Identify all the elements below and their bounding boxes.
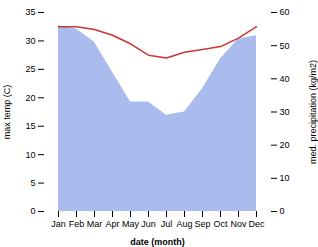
svg-text:max temp (C): max temp (C): [2, 85, 12, 140]
svg-text:Jan: Jan: [51, 219, 66, 229]
svg-text:30: 30: [25, 36, 35, 46]
svg-text:20: 20: [25, 93, 35, 103]
svg-text:0: 0: [30, 206, 35, 216]
svg-text:25: 25: [25, 64, 35, 74]
svg-text:50: 50: [280, 41, 290, 51]
svg-text:Feb: Feb: [69, 219, 85, 229]
svg-text:30: 30: [280, 107, 290, 117]
svg-text:5: 5: [30, 178, 35, 188]
svg-text:40: 40: [280, 74, 290, 84]
svg-text:Mar: Mar: [87, 219, 103, 229]
svg-text:10: 10: [280, 173, 290, 183]
svg-text:20: 20: [280, 140, 290, 150]
svg-text:Jul: Jul: [161, 219, 173, 229]
svg-text:Apr: Apr: [105, 219, 119, 229]
svg-text:0: 0: [280, 206, 285, 216]
svg-text:Nov: Nov: [230, 219, 247, 229]
svg-text:May: May: [122, 219, 140, 229]
svg-text:Dec: Dec: [248, 219, 265, 229]
svg-text:med. precipitation (kg/m2): med. precipitation (kg/m2): [308, 60, 318, 164]
svg-text:Sep: Sep: [194, 219, 210, 229]
svg-text:60: 60: [280, 7, 290, 17]
svg-text:15: 15: [25, 121, 35, 131]
svg-text:35: 35: [25, 7, 35, 17]
svg-text:10: 10: [25, 150, 35, 160]
svg-text:Jun: Jun: [141, 219, 156, 229]
svg-text:date (month): date (month): [130, 237, 185, 247]
svg-text:Aug: Aug: [176, 219, 192, 229]
svg-text:Oct: Oct: [213, 219, 228, 229]
